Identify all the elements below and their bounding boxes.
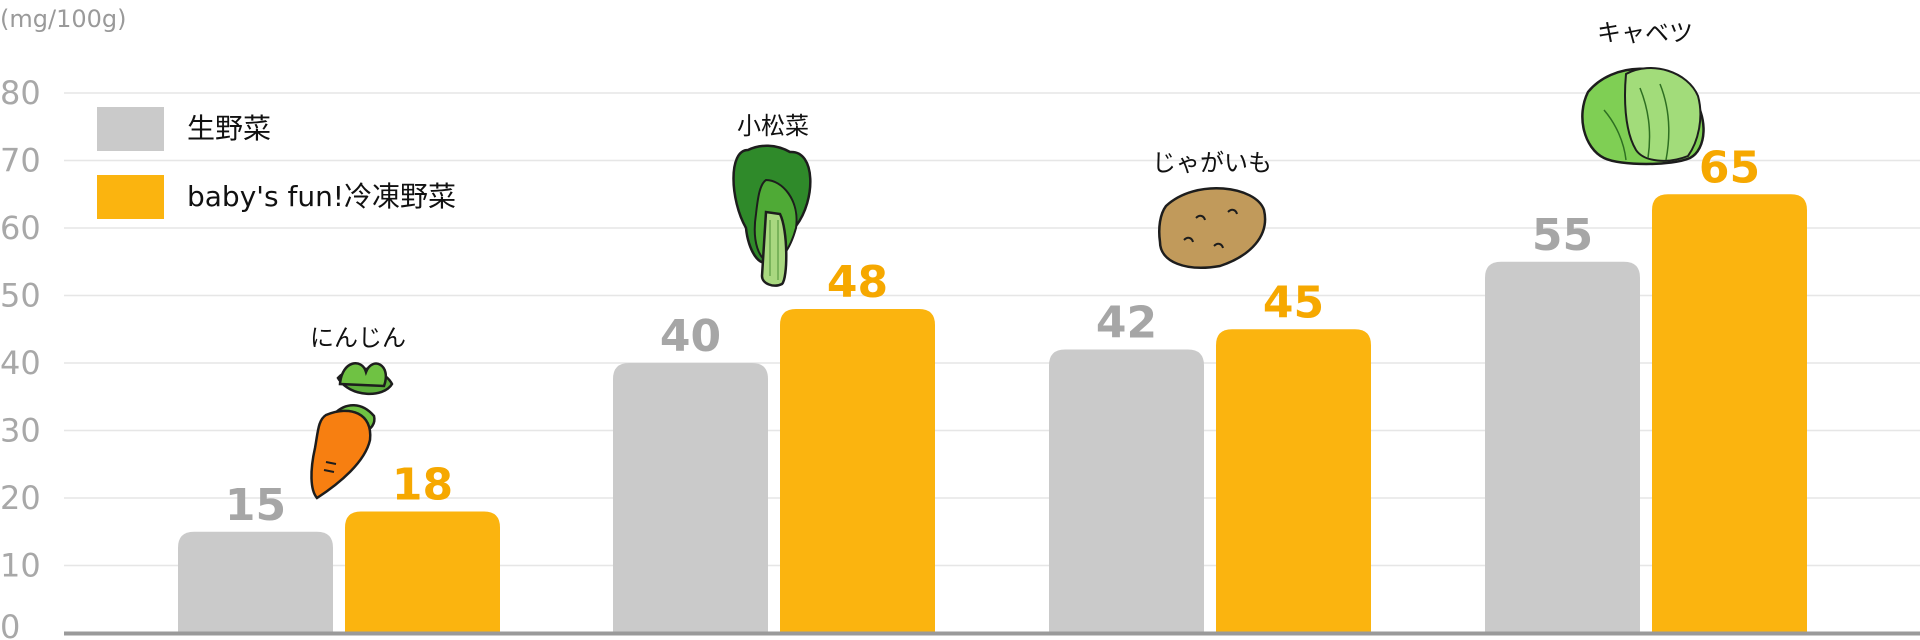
bar [1216,329,1371,633]
y-tick-label: 20 [0,479,41,517]
category-label: じゃがいも [1152,149,1272,177]
y-tick-label: 30 [0,412,41,450]
bar [780,309,935,633]
y-tick-label: 70 [0,142,41,180]
value-label: 42 [1096,298,1157,349]
category-label: にんじん [310,324,406,352]
y-tick-label: 80 [0,74,41,112]
unit-label: (mg/100g) [0,5,126,33]
bar [613,363,768,633]
bar [345,511,500,633]
value-label: 48 [827,257,888,308]
cabbage-icon [1581,67,1705,166]
carrot-icon [310,362,394,500]
bar [1049,349,1204,633]
y-tick-label: 0 [0,608,20,640]
bars: 15 18 40 48 42 45 55 65 [178,142,1807,633]
y-tick-label: 10 [0,547,41,585]
y-tick-label: 60 [0,209,41,247]
y-axis-ticks: 0 10 20 30 40 50 60 70 80 [0,74,41,640]
legend-label-frozen: baby's fun!冷凍野菜 [187,180,456,213]
value-label: 45 [1263,277,1324,328]
komatsuna-icon [732,144,812,287]
legend-label-raw: 生野菜 [187,112,271,145]
value-label: 18 [392,460,453,511]
bar [1652,194,1807,633]
value-label: 15 [225,480,286,531]
y-tick-label: 40 [0,344,41,382]
category-label: 小松菜 [737,112,809,140]
category-label: キャベツ [1597,19,1693,47]
legend-swatch-raw [97,107,164,151]
value-label: 40 [660,311,721,362]
value-label: 65 [1699,142,1760,193]
bar [1485,261,1640,633]
y-tick-label: 50 [0,277,41,315]
legend-swatch-frozen [97,175,164,219]
legend: 生野菜 baby's fun!冷凍野菜 [97,107,456,219]
value-label: 55 [1532,210,1593,261]
potato-icon [1158,187,1267,269]
bar [178,531,333,633]
